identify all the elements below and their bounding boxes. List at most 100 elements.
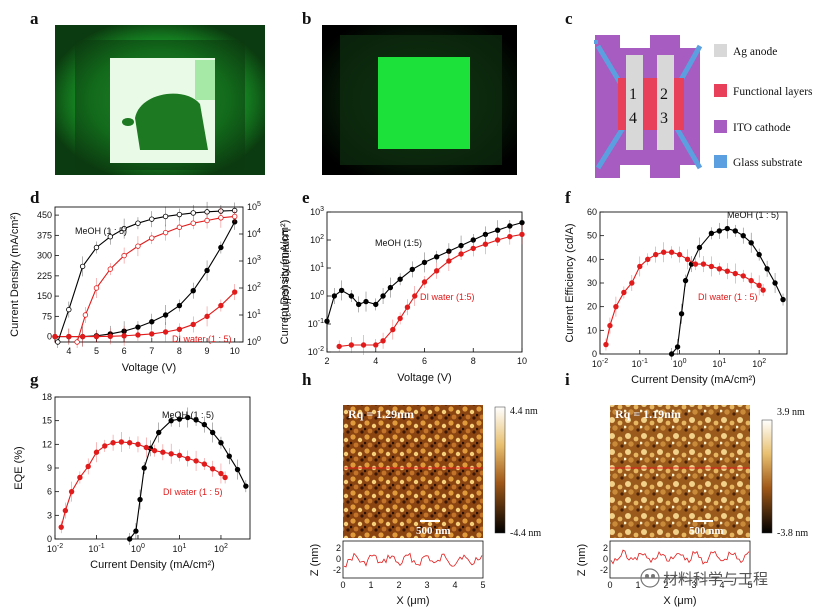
y-tick-f-3: 30 [587, 278, 597, 288]
legend-glass-substrate: Glass substrate [733, 157, 802, 169]
x-tick-h-1: 1 [368, 580, 373, 590]
data-point-d-0-12 [218, 244, 224, 251]
x-tick-e-1: 4 [373, 356, 378, 366]
y-tick-g-3: 9 [47, 463, 52, 473]
x-tick-e-4: 10 [517, 356, 527, 366]
data-point-e-0-10 [409, 266, 416, 273]
y-tick-e-1: 10-1 [308, 318, 324, 329]
data-point-f-1-0 [603, 341, 609, 348]
chart-g: 10-2 10-1 100 101 102 0 3 6 9 12 15 18 Current Densi… [13, 392, 251, 571]
data-point-f-1-7 [653, 251, 659, 258]
panel-label-f: f [565, 188, 571, 207]
x-tick-g-1: 10-1 [88, 543, 104, 554]
data-point-g-0-14 [234, 466, 241, 473]
data-point-d-1-0 [52, 333, 58, 340]
afm-panel-h: Rq = 1.29nm 500 nm 4.4 nm -4.4 nm [343, 405, 541, 539]
data-point-d-3-1 [82, 312, 89, 318]
y-tick-d-1: 75 [42, 311, 52, 321]
x-axis-label-g: Current Density (mA/cm²) [90, 559, 215, 571]
pixel-2-label: 2 [660, 86, 668, 103]
data-point-g-0-10 [201, 421, 208, 428]
data-point-d-0-10 [190, 288, 196, 294]
data-point-d-1-2 [79, 333, 86, 340]
data-point-d-1-11 [204, 313, 210, 320]
data-point-g-1-3 [77, 474, 83, 481]
y-axis-label-g: EQE (%) [13, 446, 25, 489]
x-tick-d-4: 8 [177, 346, 182, 356]
x-tick-i-4: 4 [719, 580, 724, 590]
data-point-d-1-3 [93, 333, 100, 340]
data-point-e-0-7 [380, 293, 386, 299]
data-point-f-0-8 [724, 225, 731, 232]
data-point-e-0-9 [397, 276, 403, 282]
panel-label-c: c [565, 9, 573, 28]
data-point-d-1-7 [149, 331, 155, 337]
data-point-e-1-4 [380, 338, 386, 344]
x-tick-f-4: 102 [752, 358, 766, 369]
data-point-g-0-15 [243, 483, 249, 489]
series-line-f-0 [671, 227, 784, 355]
y-tick-d-2: 150 [37, 291, 52, 301]
data-point-e-0-2 [338, 287, 345, 294]
data-point-d-0-6 [135, 324, 141, 330]
watermark: 材料科学与工程 [640, 568, 768, 588]
y-tick-g-0: 0 [47, 534, 52, 544]
x-tick-d-6: 10 [230, 346, 240, 356]
data-point-f-1-11 [684, 256, 691, 263]
data-point-e-1-12 [458, 251, 464, 257]
annotation-d-0: MeOH (1 : 5) [75, 226, 127, 236]
data-point-f-0-10 [740, 232, 746, 239]
afm-rq-h: Rq = 1.29nm [348, 407, 414, 421]
data-point-f-1-10 [676, 251, 683, 258]
y-tick-g-4: 12 [42, 439, 52, 449]
data-point-g-0-6 [168, 417, 174, 424]
data-point-f-1-18 [740, 273, 746, 279]
chart-e: 2 4 6 8 10 10-2 10-1 100 101 102 103 Voltage (V) Cur… [279, 206, 527, 384]
data-point-g-1-19 [209, 466, 216, 472]
annotation-d-1: DI water (1 : 5) [172, 334, 232, 344]
data-point-d-2-7 [149, 216, 155, 222]
data-point-e-1-5 [390, 326, 396, 333]
data-point-g-1-20 [218, 470, 224, 477]
data-point-f-1-6 [645, 256, 651, 263]
data-point-f-1-21 [760, 287, 766, 293]
x-tick-i-3: 3 [691, 580, 696, 590]
x-tick-i-1: 1 [635, 580, 640, 590]
x-axis-label-d: Voltage (V) [122, 362, 176, 374]
y-axis-label-e: Current Density (mA/cm²) [279, 220, 291, 345]
data-point-d-1-6 [135, 332, 141, 338]
z-tick-i-1: 0 [603, 554, 608, 564]
annotation-g-0: MeOH (1 : 5) [162, 410, 214, 420]
y2-tick-d-1: 101 [247, 309, 261, 320]
data-point-e-1-1 [348, 342, 355, 348]
panel-label-e: e [302, 188, 310, 207]
data-point-d-2-6 [135, 220, 141, 226]
series-line-g-1 [60, 441, 226, 528]
x-tick-h-5: 5 [480, 580, 485, 590]
y-tick-e-0: 10-2 [308, 346, 324, 357]
data-point-g-1-16 [185, 455, 191, 462]
data-point-d-1-5 [121, 333, 127, 339]
x-tick-h-0: 0 [340, 580, 345, 590]
y2-tick-d-5: 105 [247, 201, 261, 212]
y-tick-e-4: 102 [310, 234, 324, 245]
x-axis-label-e: Voltage (V) [397, 372, 451, 384]
x-tick-g-0: 10-2 [47, 543, 63, 554]
data-point-d-2-1 [66, 306, 72, 313]
data-point-d-0-9 [176, 302, 183, 309]
y-tick-d-4: 300 [37, 251, 52, 261]
data-point-d-2-3 [93, 244, 100, 251]
legend-swatch-ito [714, 120, 727, 133]
x-tick-f-3: 101 [712, 358, 726, 369]
data-point-e-0-18 [507, 223, 513, 229]
pixel-3-label: 3 [660, 110, 668, 127]
data-point-g-1-10 [135, 441, 141, 448]
data-point-f-1-16 [724, 268, 731, 274]
legend-swatch-glass [714, 155, 727, 168]
y-tick-g-1: 3 [47, 510, 52, 520]
data-point-g-1-12 [151, 447, 158, 454]
data-point-g-1-2 [68, 488, 75, 495]
data-point-g-1-5 [93, 449, 100, 455]
data-point-g-1-6 [102, 443, 108, 449]
y-tick-f-2: 20 [587, 302, 597, 312]
